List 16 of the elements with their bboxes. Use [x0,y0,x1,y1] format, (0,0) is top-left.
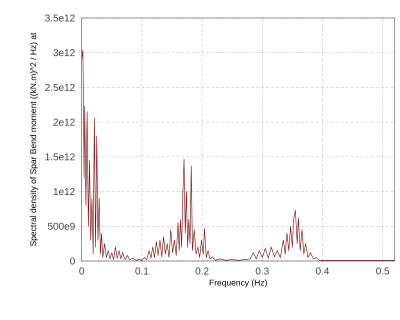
y-tick-label: 2.5e12 [45,84,75,91]
y-tick-label: 3e12 [53,49,75,56]
y-tick-label: 500e9 [48,222,75,230]
y-axis-title: Spectral density of Spar Bend moment ((kN.m)^2 / Hz) at [30,32,38,246]
y-tick-label: 2e12 [54,118,75,126]
x-tick-label: 0.3 [256,268,269,275]
x-tick-label: 0 [79,268,84,275]
x-tick-label: 0.2 [196,268,209,275]
y-tick-label: 0 [70,257,75,265]
x-tick-label: 0.1 [135,268,148,275]
x-axis-title: Frequency (Hz) [210,279,267,288]
y-tick-label: 1e12 [54,188,75,196]
x-tick-label: 0.4 [316,268,330,275]
y-tick-label: 1.5e12 [45,153,75,160]
x-tick-label: 0.5 [376,268,390,275]
y-tick-label: 3.5e12 [45,14,75,22]
